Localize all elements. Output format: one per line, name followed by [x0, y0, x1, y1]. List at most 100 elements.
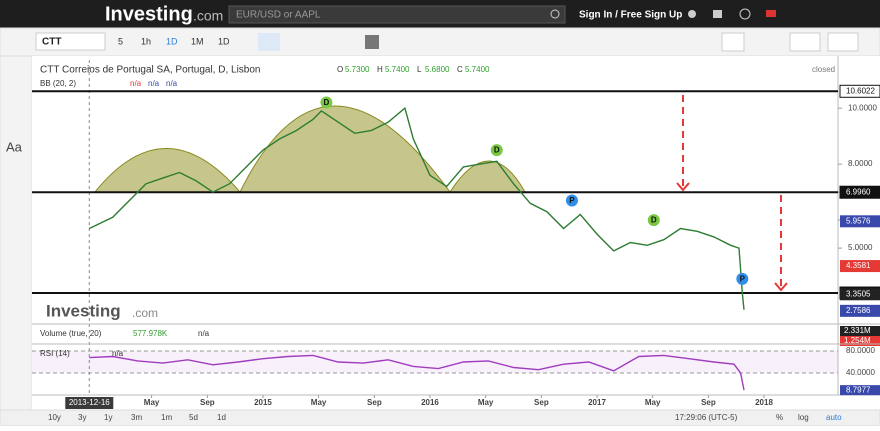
- rsi-title: RSI (14): [40, 349, 70, 358]
- scale-option[interactable]: %: [776, 413, 783, 422]
- indicator-value: n/a: [166, 79, 178, 88]
- symbol: CTT: [42, 37, 61, 48]
- x-tick-label: Sep: [367, 398, 382, 407]
- search-box[interactable]: [228, 5, 566, 24]
- indicator-value: n/a: [148, 79, 160, 88]
- volume-title: Volume (true, 20): [40, 329, 102, 338]
- logo-suffix: .com: [193, 8, 223, 24]
- x-tick-label: 2018: [755, 398, 773, 407]
- rsi-badge: [840, 385, 880, 396]
- volume-badge: [840, 336, 880, 347]
- interval-button[interactable]: 1M: [191, 36, 204, 46]
- price-badge-label: 4.3581: [846, 261, 871, 270]
- text-tool[interactable]: Aa: [6, 139, 23, 154]
- flag-icon[interactable]: [766, 10, 776, 17]
- y-tick-label: 5.0000: [848, 243, 873, 252]
- price-line: [88, 106, 745, 310]
- scale-option[interactable]: auto: [826, 413, 842, 422]
- cursor-label-bg: [65, 397, 114, 409]
- x-tick-label: May: [311, 398, 327, 407]
- arrow-lines: [682, 95, 782, 288]
- quote-name: L: [417, 65, 422, 74]
- range-button[interactable]: 1m: [161, 413, 172, 422]
- quote-name: C: [457, 65, 463, 74]
- range-button[interactable]: 3m: [131, 413, 142, 422]
- price-badge-label: 5.9576: [846, 216, 871, 225]
- sign-in[interactable]: Sign In / Free Sign Up: [579, 10, 682, 21]
- market-status: closed: [812, 65, 835, 74]
- price-badge-label: 3.3505: [846, 289, 871, 298]
- indicator-name: BB (20, 2): [40, 79, 76, 88]
- y-tick-label: 8.0000: [848, 159, 873, 168]
- camera-button[interactable]: [721, 32, 745, 52]
- indicator-value: n/a: [130, 79, 142, 88]
- search-placeholder: EUR/USD or AAPL: [236, 10, 321, 21]
- quote-value: 5.7400: [465, 65, 490, 74]
- x-tick-label: May: [645, 398, 661, 407]
- x-tick-label: 2015: [254, 398, 272, 407]
- scale-option[interactable]: log: [798, 413, 809, 422]
- annotation-marker: [565, 194, 578, 207]
- annotation-text: D: [651, 216, 657, 225]
- arrow-heads: [676, 182, 788, 292]
- rsi-tick-label: 40.0000: [846, 368, 875, 377]
- range-button[interactable]: 3y: [78, 413, 86, 422]
- annotation-text: D: [494, 146, 500, 155]
- level-label: 10.6022: [846, 86, 875, 95]
- level-badge: [839, 185, 880, 199]
- upload-button[interactable]: [827, 32, 859, 52]
- price-badge: [840, 260, 880, 273]
- search-icon[interactable]: [550, 9, 560, 19]
- logo: Investing: [105, 3, 193, 25]
- annotation-marker: [490, 144, 503, 157]
- rsi-band: [32, 351, 838, 374]
- clock: 17:29:06 (UTC-5): [675, 413, 738, 422]
- x-tick-label: Sep: [200, 398, 215, 407]
- annotation-marker: [320, 96, 333, 109]
- toolbar: [0, 27, 880, 57]
- price-badge: [840, 304, 880, 317]
- x-tick-label: 2017: [588, 398, 606, 407]
- interval-button[interactable]: 1D: [218, 36, 230, 46]
- range-button[interactable]: 1y: [104, 413, 112, 422]
- left-toolbar: [0, 55, 33, 411]
- x-tick-label: 2016: [421, 398, 439, 407]
- volume-badge-label: 2.331M: [844, 326, 871, 335]
- quote-name: H: [377, 65, 383, 74]
- symbol-box[interactable]: [35, 32, 106, 51]
- range-button[interactable]: 10y: [48, 413, 61, 422]
- annotation-marker: [647, 214, 660, 227]
- quote-name: O: [337, 65, 343, 74]
- settings-icon[interactable]: [365, 35, 379, 49]
- price-badge: [840, 288, 880, 301]
- price-badge-label: 2.7586: [846, 306, 871, 315]
- cursor-label: 2013-12-16: [69, 398, 110, 407]
- level-badge: [839, 84, 880, 98]
- clock-icon[interactable]: [739, 8, 751, 20]
- bell-icon[interactable]: [688, 10, 696, 18]
- candle-button[interactable]: [258, 33, 280, 51]
- range-button[interactable]: 5d: [189, 413, 198, 422]
- interval-button[interactable]: 1D: [166, 36, 178, 46]
- price-badge: [840, 215, 880, 228]
- rsi-line: [89, 354, 745, 391]
- watermark: Investing: [46, 301, 121, 320]
- rsi-badge-label: 8.7977: [846, 385, 871, 394]
- volume-value: 577.978K: [133, 329, 168, 338]
- interval-button[interactable]: 5: [118, 36, 123, 46]
- y-tick-label: 10.0000: [848, 103, 877, 112]
- level-label: 6.9960: [846, 187, 871, 196]
- quote-value: 5.6800: [425, 65, 450, 74]
- range-button[interactable]: 1d: [217, 413, 226, 422]
- x-tick-label: May: [478, 398, 494, 407]
- x-tick-label: May: [144, 398, 160, 407]
- volume-badge: [840, 326, 880, 336]
- portfolio-icon[interactable]: [713, 10, 722, 18]
- quote-value: 5.7300: [345, 65, 370, 74]
- interval-button[interactable]: 1h: [141, 36, 151, 46]
- cloud-button[interactable]: [789, 32, 821, 52]
- annotation-marker: [736, 272, 749, 285]
- annotation-text: P: [740, 275, 746, 284]
- x-tick-label: Sep: [534, 398, 549, 407]
